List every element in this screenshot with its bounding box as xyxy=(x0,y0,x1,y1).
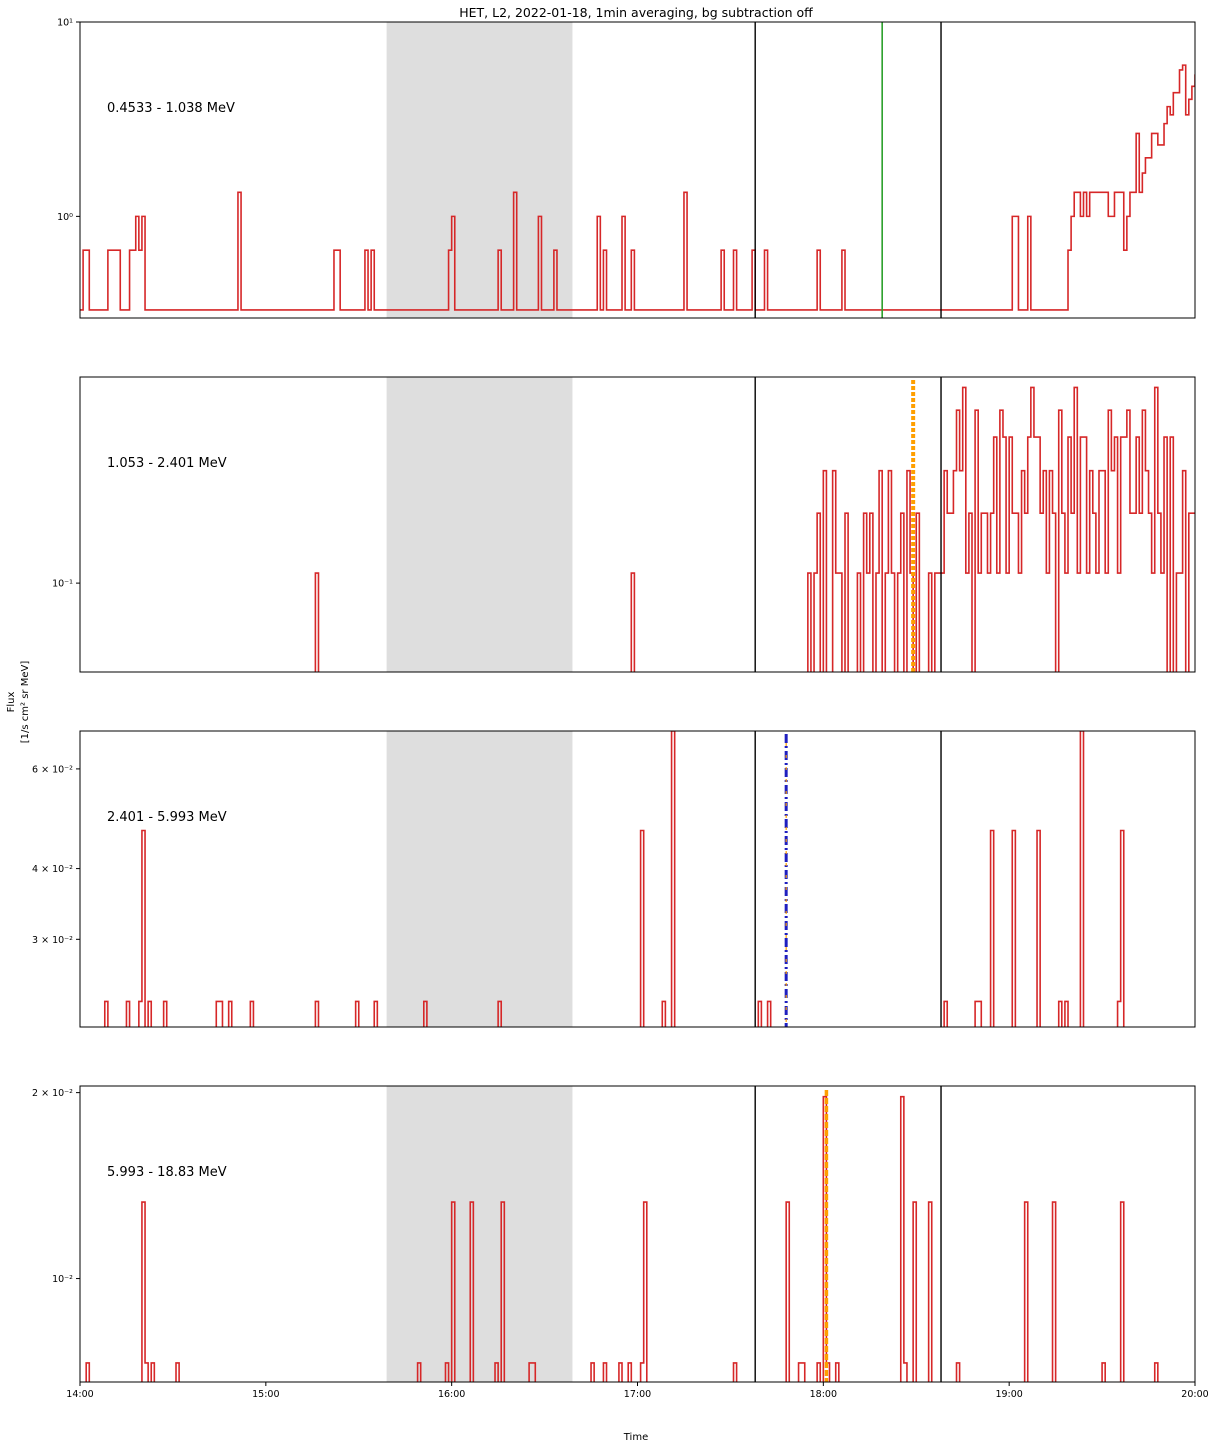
y-tick-label: 6 × 10⁻² xyxy=(32,764,73,775)
y-tick-label: 10⁻² xyxy=(52,1274,73,1285)
y-tick-label: 10¹ xyxy=(57,18,73,29)
y-axis-label-line2: [1/s cm² sr MeV] xyxy=(20,661,31,744)
x-tick-label: 17:00 xyxy=(624,1389,651,1400)
flux-series xyxy=(103,731,1125,1027)
flux-series xyxy=(85,1095,1159,1382)
panel-4: 2 × 10⁻² 10⁻² 5.993 - 18.83 MeV xyxy=(32,1085,1196,1383)
panel-frame xyxy=(79,376,1196,673)
shaded-interval xyxy=(386,377,573,672)
x-axis-label: Time xyxy=(623,1432,648,1443)
panel-1: 10¹ 10⁰ 0.4533 - 1.038 MeV xyxy=(57,18,1196,319)
panel-frame xyxy=(79,730,1196,1028)
x-tick-label: 20:00 xyxy=(1181,1389,1208,1400)
x-axis-ticks: 14:00 15:00 16:00 17:00 18:00 19:00 20:00 xyxy=(66,1382,1209,1400)
x-tick-label: 16:00 xyxy=(438,1389,465,1400)
y-tick-label: 10⁻¹ xyxy=(52,579,73,590)
x-tick-label: 14:00 xyxy=(66,1389,93,1400)
panel-frame xyxy=(79,21,1196,319)
figure-title: HET, L2, 2022-01-18, 1min averaging, bg … xyxy=(459,5,813,20)
x-tick-label: 18:00 xyxy=(810,1389,837,1400)
energy-channel-label: 0.4533 - 1.038 MeV xyxy=(107,101,235,116)
panel-2: 10⁻¹ 1.053 - 2.401 MeV xyxy=(52,376,1196,673)
y-tick-label: 3 × 10⁻² xyxy=(32,935,73,946)
shaded-interval xyxy=(386,1086,573,1382)
shaded-interval xyxy=(386,22,573,318)
energy-channel-label: 5.993 - 18.83 MeV xyxy=(107,1165,227,1180)
y-tick-label: 2 × 10⁻² xyxy=(32,1088,73,1099)
y-axis-label-line1: Flux xyxy=(6,692,17,713)
panel-3: 6 × 10⁻² 4 × 10⁻² 3 × 10⁻² 2.401 - 5.993 Me… xyxy=(32,730,1196,1028)
x-tick-label: 19:00 xyxy=(995,1389,1022,1400)
energy-channel-label: 2.401 - 5.993 MeV xyxy=(107,810,227,825)
energy-channel-label: 1.053 - 2.401 MeV xyxy=(107,456,227,471)
y-tick-label: 10⁰ xyxy=(57,212,73,223)
x-tick-label: 15:00 xyxy=(252,1389,279,1400)
flux-series xyxy=(314,386,1195,672)
y-tick-label: 4 × 10⁻² xyxy=(32,864,73,875)
shaded-interval xyxy=(386,731,573,1027)
flux-series xyxy=(80,64,1195,311)
panels-group: 10¹ 10⁰ 0.4533 - 1.038 MeV 10⁻¹ 1.053 - 2.40… xyxy=(32,18,1196,1383)
